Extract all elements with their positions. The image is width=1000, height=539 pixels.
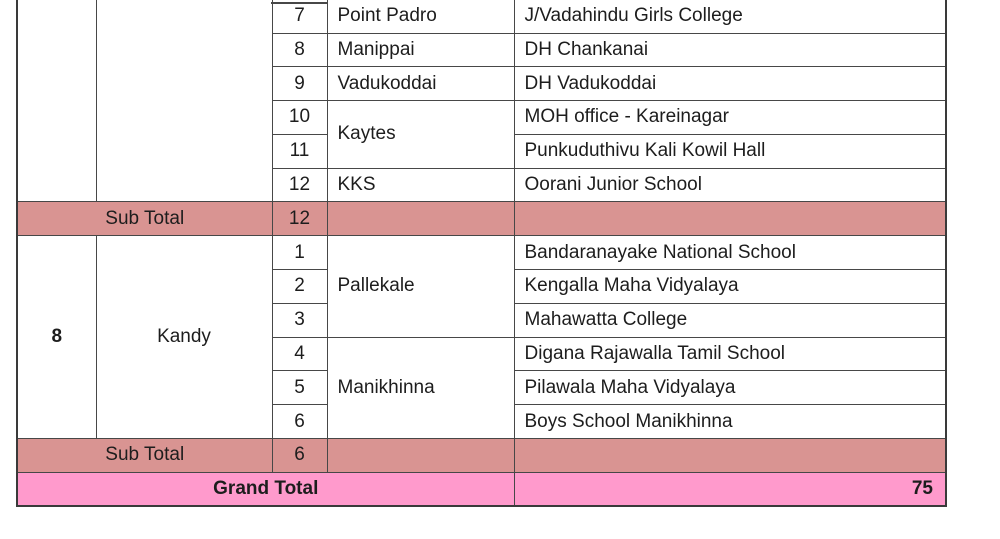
location-cell: Pallekale xyxy=(326,235,515,338)
venue-cell: Punkuduthivu Kali Kowil Hall xyxy=(513,133,947,169)
table-row: 5 Pilawala Maha Vidyalaya xyxy=(17,370,947,406)
venue-cell: MOH office - Kareinagar xyxy=(513,100,947,135)
table-row: 8 Kandy 1 Pallekale Bandaranayake Nation… xyxy=(16,235,947,440)
table-row: 11 Punkuduthivu Kali Kowil Hall xyxy=(17,133,947,169)
grand-total-value-cell: 75 xyxy=(513,471,947,508)
location-cell: Kaytes xyxy=(326,100,515,169)
table-row: 10 Kaytes MOH office - Kareinagar xyxy=(17,100,947,169)
location-cell: KKS xyxy=(326,167,515,203)
serial-cell: 7 xyxy=(271,0,328,34)
serial-cell: 5 xyxy=(271,370,328,406)
venue-cell: Digana Rajawalla Tamil School xyxy=(513,336,947,372)
subtotal-row: Sub Total 12 xyxy=(16,201,947,237)
district-name-cell: Kandy xyxy=(95,235,273,440)
venue-cell: DH Vadukoddai xyxy=(513,66,947,102)
venue-cell: Bandaranayake National School xyxy=(513,235,947,271)
location-cell: Manikhinna xyxy=(326,336,515,440)
serial-cell: 1 xyxy=(271,235,328,271)
serial-cell: 6 xyxy=(271,404,328,440)
serial-cell: 12 xyxy=(271,167,328,203)
serial-cell: 4 xyxy=(271,336,328,372)
table-row: 9 Vadukoddai DH Vadukoddai xyxy=(17,66,947,102)
location-cell: Point Padro xyxy=(326,0,515,34)
venue-cell: Boys School Manikhinna xyxy=(513,404,947,440)
subtotal-empty-cell xyxy=(513,438,947,473)
location-cell: Vadukoddai xyxy=(326,66,515,102)
table-row: 7 Point Padro J/Vadahindu Girls College xyxy=(16,0,947,203)
grand-total-label-cell: Grand Total xyxy=(16,471,515,508)
grand-total-row: Grand Total 75 xyxy=(16,471,947,508)
subtotal-empty-cell xyxy=(326,438,515,473)
serial-cell: 11 xyxy=(271,133,328,169)
subtotal-empty-cell xyxy=(326,201,515,237)
district-name-cell xyxy=(95,0,273,203)
subtotal-count-cell: 6 xyxy=(271,438,328,473)
venue-cell: Pilawala Maha Vidyalaya xyxy=(513,370,947,406)
serial-cell: 3 xyxy=(271,302,328,338)
table-row: 4 Manikhinna Digana Rajawalla Tamil Scho… xyxy=(17,336,947,440)
venue-cell: Mahawatta College xyxy=(513,302,947,338)
table-row: 8 Manippai DH Chankanai xyxy=(17,32,947,68)
table-row: 6 Boys School Manikhinna xyxy=(17,404,947,440)
distribution-table: 7 Point Padro J/Vadahindu Girls College … xyxy=(16,0,947,508)
table-row: 2 Kengalla Maha Vidyalaya xyxy=(17,269,947,304)
venue-cell: Kengalla Maha Vidyalaya xyxy=(513,269,947,304)
location-cell: Manippai xyxy=(326,32,515,68)
subtotal-label-cell: Sub Total xyxy=(16,201,273,237)
subtotal-label-cell: Sub Total xyxy=(16,438,273,473)
subtotal-row: Sub Total 6 xyxy=(16,438,947,473)
district-number-cell: 8 xyxy=(16,235,97,440)
serial-cell: 10 xyxy=(271,100,328,135)
venue-cell: DH Chankanai xyxy=(513,32,947,68)
venue-cell: J/Vadahindu Girls College xyxy=(513,0,947,34)
serial-cell: 2 xyxy=(271,269,328,304)
serial-cell: 8 xyxy=(271,32,328,68)
serial-cell: 9 xyxy=(271,66,328,102)
district-number-cell xyxy=(16,0,97,203)
subtotal-count-cell: 12 xyxy=(271,201,328,237)
venue-cell: Oorani Junior School xyxy=(513,167,947,203)
subtotal-empty-cell xyxy=(513,201,947,237)
table-row: 12 KKS Oorani Junior School xyxy=(17,167,947,203)
